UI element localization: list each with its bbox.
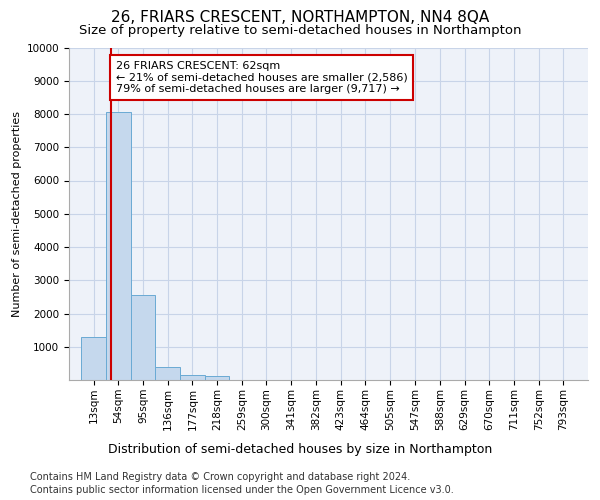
Bar xyxy=(180,375,205,380)
Text: Distribution of semi-detached houses by size in Northampton: Distribution of semi-detached houses by … xyxy=(108,442,492,456)
Text: Size of property relative to semi-detached houses in Northampton: Size of property relative to semi-detach… xyxy=(79,24,521,37)
Text: 26 FRIARS CRESCENT: 62sqm
← 21% of semi-detached houses are smaller (2,586)
79% : 26 FRIARS CRESCENT: 62sqm ← 21% of semi-… xyxy=(116,61,407,94)
Text: Contains public sector information licensed under the Open Government Licence v3: Contains public sector information licen… xyxy=(30,485,454,495)
Text: 26, FRIARS CRESCENT, NORTHAMPTON, NN4 8QA: 26, FRIARS CRESCENT, NORTHAMPTON, NN4 8Q… xyxy=(111,10,489,25)
Bar xyxy=(82,337,106,380)
Bar xyxy=(155,368,180,380)
Y-axis label: Number of semi-detached properties: Number of semi-detached properties xyxy=(13,111,22,317)
Text: Contains HM Land Registry data © Crown copyright and database right 2024.: Contains HM Land Registry data © Crown c… xyxy=(30,472,410,482)
Bar xyxy=(106,112,131,380)
Bar xyxy=(205,376,229,380)
Bar xyxy=(131,295,155,380)
